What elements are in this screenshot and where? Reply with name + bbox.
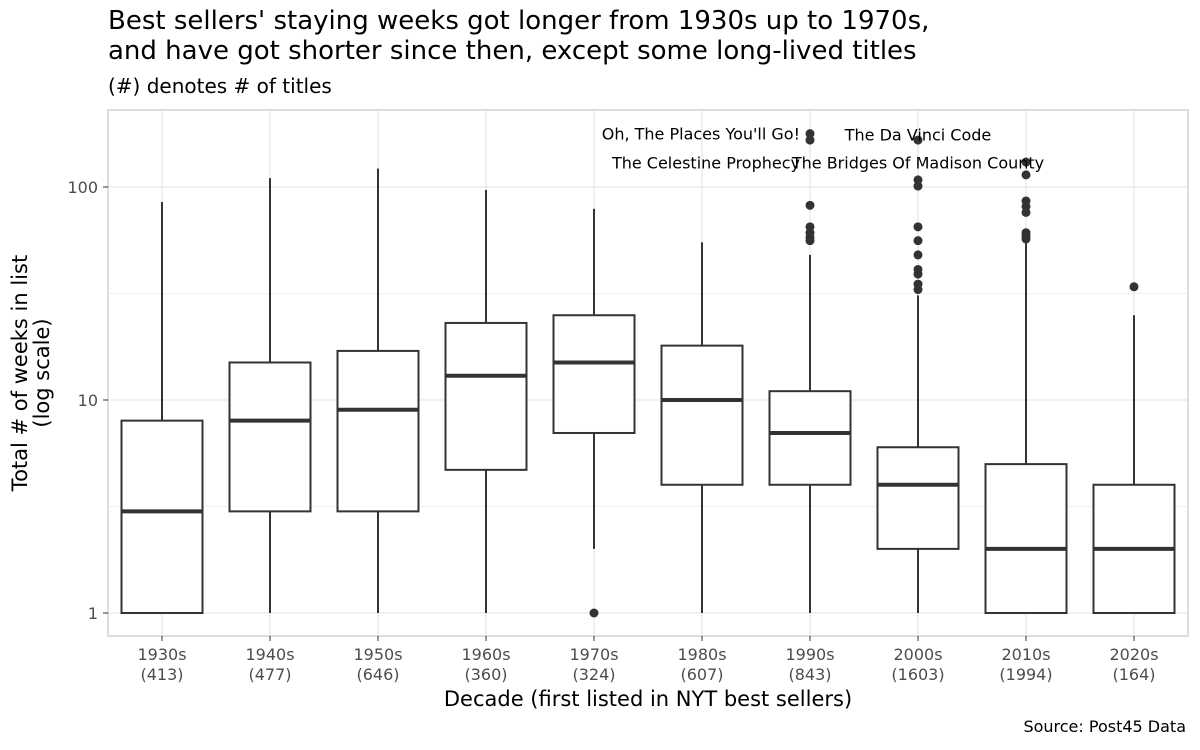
outlier-point [805,129,815,139]
y-tick-label: 10 [78,391,98,410]
x-tick-label-count: (646) [356,665,399,684]
chart-title: Best sellers' staying weeks got longer f… [108,6,929,66]
chart-title-line-1: Best sellers' staying weeks got longer f… [108,6,930,36]
box-iqr [984,463,1068,614]
outlier-point [913,181,923,191]
box-iqr [444,321,528,471]
annotation-label: Oh, The Places You'll Go! [602,125,800,144]
plot-axes: 1 10 100 1930s(413) 1940s(477) 1950s(646) 1960… [8,109,1189,711]
x-tick-label-count: (164) [1112,665,1155,684]
outlier-point [1021,196,1031,206]
x-tick-label-count: (607) [680,665,723,684]
box-iqr [660,344,744,486]
y-tick-label: 100 [67,178,98,197]
x-tick-label-count: (413) [140,665,183,684]
x-tick-label-count: (477) [248,665,291,684]
box-1960s [444,189,528,613]
x-tick-label-decade: 1990s [785,645,834,664]
outlier-point [805,222,815,232]
outlier-point [1021,228,1031,238]
outlier-point [913,135,923,145]
x-tick-label-decade: 2020s [1109,645,1158,664]
outlier-point [805,135,815,145]
x-tick-label-decade: 1960s [461,645,510,664]
x-tick-label-decade: 2000s [893,645,942,664]
y-tick-label: 1 [88,604,98,623]
x-tick-label-count: (1603) [891,665,944,684]
plot-marks: Oh, The Places You'll Go! The Celestine P… [120,125,1176,618]
box-iqr [336,349,420,513]
x-tick-label-decade: 1970s [569,645,618,664]
outlier-point [913,264,923,274]
x-tick-label-count: (324) [572,665,615,684]
box-1950s [336,168,420,613]
x-tick-label-decade: 1940s [245,645,294,664]
outlier-point [913,279,923,289]
x-tick-label-count: (843) [788,665,831,684]
outlier-point [913,250,923,260]
box-2010s [984,157,1068,614]
outlier-point [913,222,923,232]
x-tick-label-decade: 2010s [1001,645,1050,664]
annotation-label: The Celestine Prophecy [611,154,800,173]
x-tick-label-count: (360) [464,665,507,684]
box-1940s [228,178,312,613]
box-1930s [120,202,204,615]
box-2000s [876,135,960,613]
outlier-point [805,200,815,210]
x-axis-title: Decade (first listed in NYT best sellers… [444,687,852,711]
chart-subtitle: (#) denotes # of titles [108,74,332,98]
box-iqr [876,446,960,550]
box-iqr [228,361,312,513]
box-2020s [1092,282,1176,615]
box-iqr [552,314,636,434]
x-tick-label-count: (1994) [999,665,1052,684]
y-axis-title-line: Total # of weeks in list [8,255,32,492]
outlier-point [913,236,923,246]
panel-border [107,109,1189,637]
x-tick-label-decade: 1950s [353,645,402,664]
x-tick-label-decade: 1980s [677,645,726,664]
box-1990s [768,129,852,613]
box-iqr [768,390,852,486]
outlier-point [1021,170,1031,180]
annotation-label: The Da Vinci Code [844,126,992,145]
source-caption: Source: Post45 Data [1023,717,1186,736]
outlier-point [1129,282,1139,292]
box-iqr [120,419,204,615]
outlier-point [1021,157,1031,167]
y-axis-title-line: (log scale) [30,318,54,427]
box-1980s [660,242,744,613]
x-tick-label-decade: 1930s [137,645,186,664]
annotation-label: The Bridges Of Madison County [791,154,1044,173]
chart-title-line-2: and have got shorter since then, except … [108,36,917,66]
box-1970s [552,208,636,618]
outlier-point [589,608,599,618]
outlier-point [913,175,923,185]
